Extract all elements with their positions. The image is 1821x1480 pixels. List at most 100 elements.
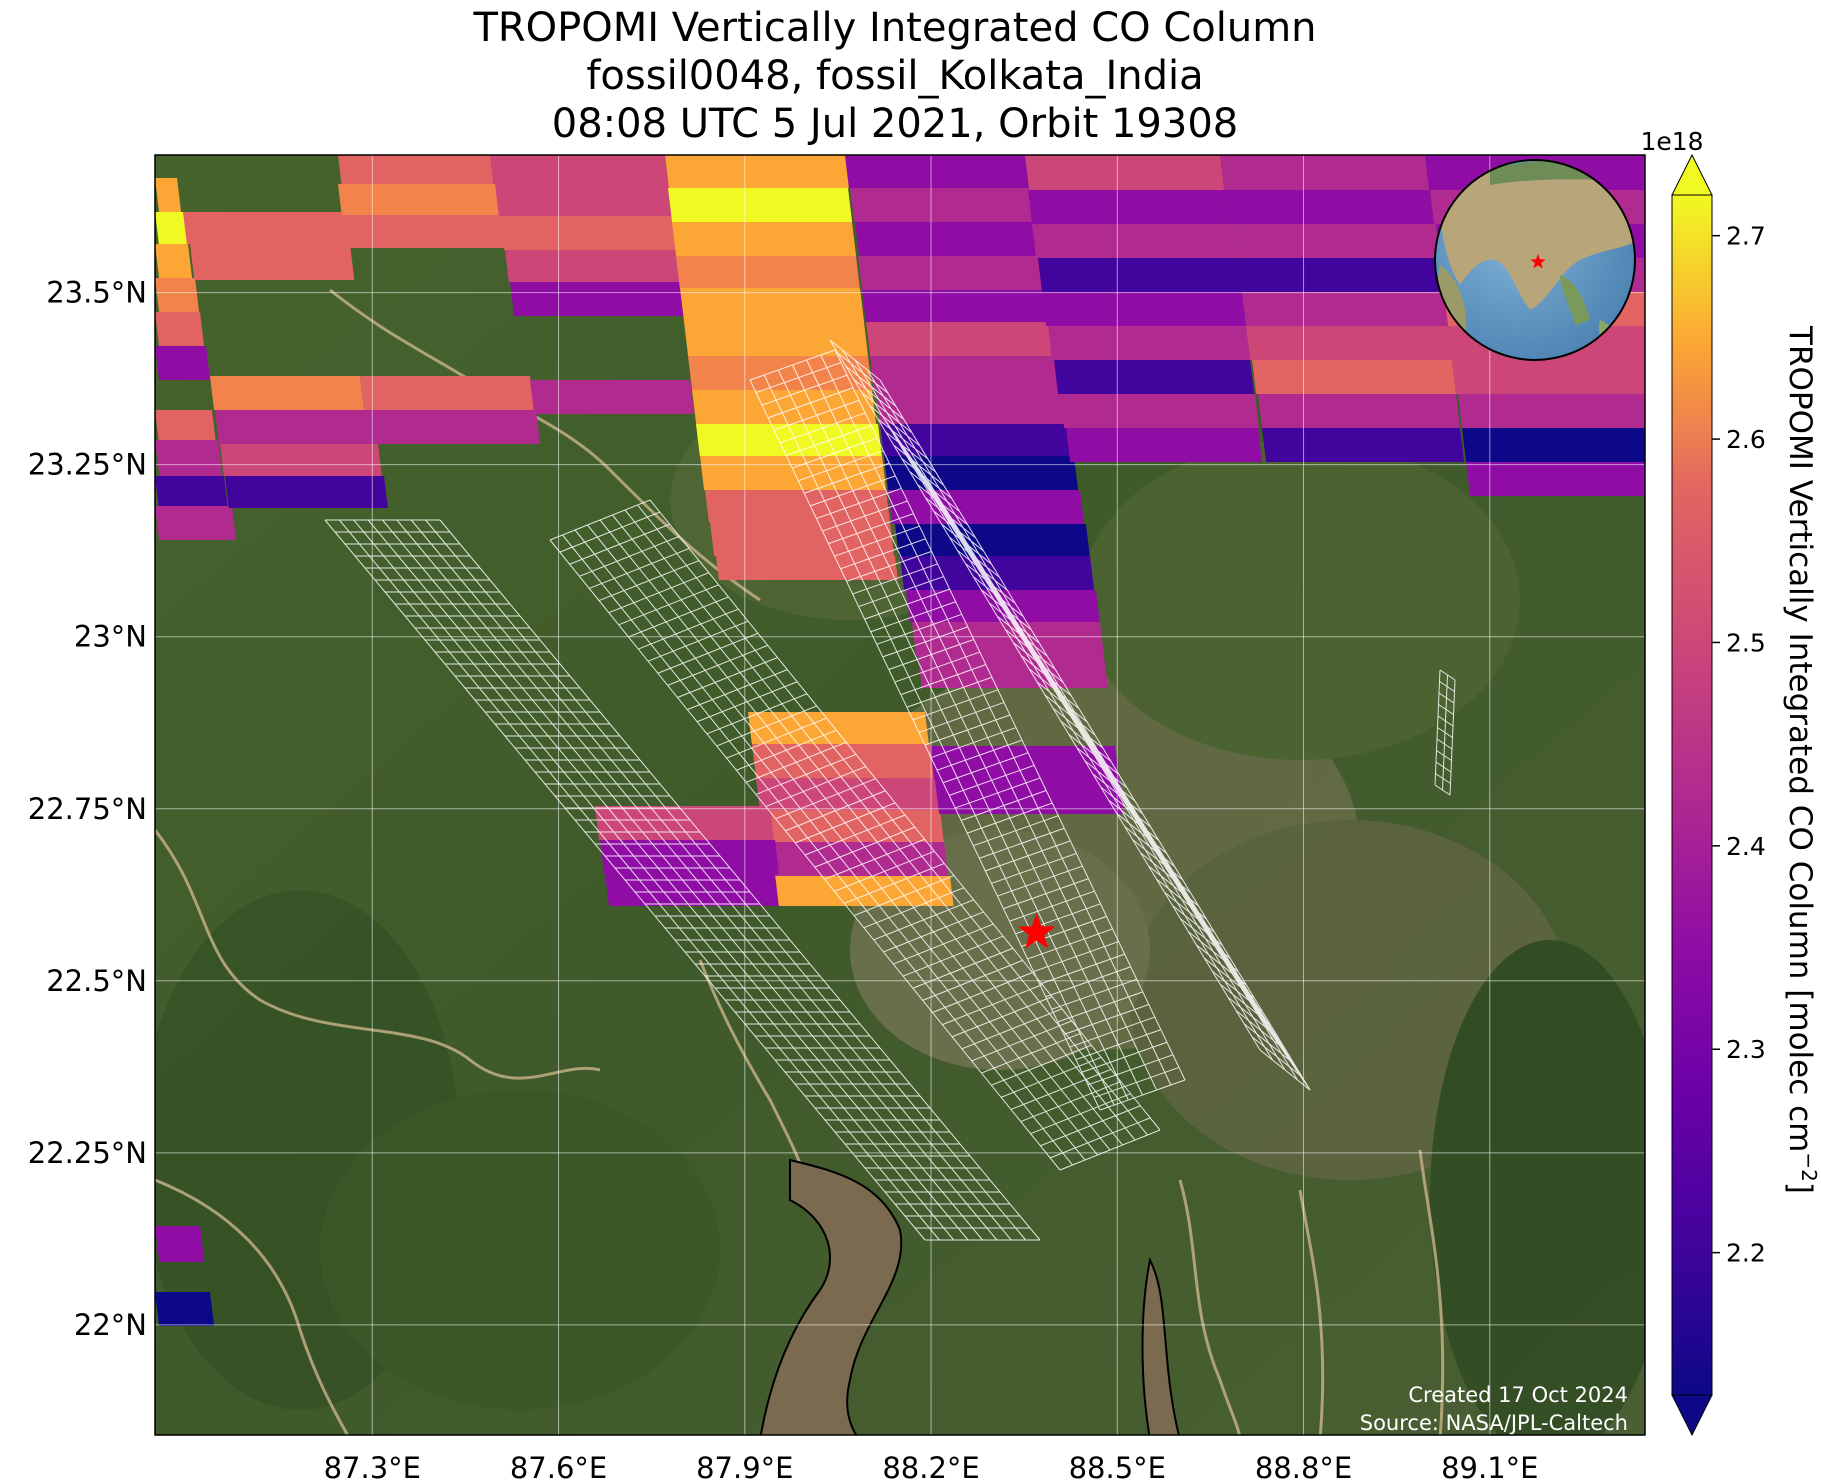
footprint-line xyxy=(1063,1004,1149,1035)
footprint-line xyxy=(1027,647,1084,729)
footprint-line xyxy=(1438,704,1454,715)
co-pixel xyxy=(1054,360,1255,394)
footprint-line xyxy=(883,911,984,953)
footprint-line xyxy=(822,500,908,532)
map-title: TROPOMI Vertically Integrated CO Column … xyxy=(150,4,1640,148)
co-pixel xyxy=(1048,326,1251,360)
footprint-line xyxy=(1077,728,1134,809)
colorbar-tick-label: 2.7 xyxy=(1726,222,1766,251)
footprint-line xyxy=(1019,634,1075,715)
footprint-line xyxy=(948,764,1035,796)
footprint-line xyxy=(1212,942,1269,1024)
co-pixel xyxy=(155,278,200,312)
footprint-line xyxy=(1100,786,1152,828)
footprint-line xyxy=(864,588,950,620)
co-pixel xyxy=(1038,258,1243,292)
footprint-line xyxy=(657,632,759,674)
footprint-line xyxy=(997,865,1083,897)
inset-globe-icon xyxy=(1434,159,1636,361)
footprint-line xyxy=(967,802,1053,834)
footprint-line xyxy=(902,935,1004,977)
lat-tick-label: 22.75°N xyxy=(28,792,147,826)
co-pixel xyxy=(756,778,939,810)
footprint-line xyxy=(1438,692,1455,704)
footprint-line xyxy=(1035,661,1092,742)
footprint-line xyxy=(930,727,1017,759)
footprint-line xyxy=(892,433,949,514)
co-pixel xyxy=(1028,190,1230,224)
co-pixel xyxy=(760,810,944,842)
co-pixel xyxy=(190,244,355,280)
footprint-line xyxy=(761,374,848,406)
co-pixel xyxy=(215,410,375,444)
footprint-line xyxy=(1439,669,1456,681)
footprint-line xyxy=(810,475,896,507)
lon-tick-label: 88.8°E xyxy=(1255,1451,1352,1480)
co-pixel xyxy=(665,155,849,188)
footprint-line xyxy=(559,511,660,553)
footprint-line xyxy=(1020,1081,1121,1123)
map-area[interactable]: Created 17 Oct 2024 Source: NASA/JPL-Cal… xyxy=(140,155,1670,1460)
footprint-line xyxy=(1021,915,1107,947)
co-pixel xyxy=(155,506,237,540)
lon-tick-label: 87.6°E xyxy=(510,1451,607,1480)
co-pixel xyxy=(1232,224,1441,258)
footprint-line xyxy=(951,526,1008,608)
co-pixel xyxy=(716,556,898,580)
footprint-line xyxy=(924,714,1011,746)
footprint-line xyxy=(1010,620,1067,702)
footprint-line xyxy=(1000,1056,1102,1098)
footprint-line xyxy=(985,580,1042,662)
footprint-line xyxy=(1437,715,1454,727)
footprint-line xyxy=(863,887,965,929)
co-pixel xyxy=(692,390,877,424)
co-pixel xyxy=(862,290,1049,322)
footprint-line xyxy=(885,431,937,473)
co-pixel xyxy=(684,322,869,356)
footprint-line xyxy=(926,486,983,568)
footprint-line xyxy=(569,523,670,565)
footprint-line xyxy=(696,681,798,723)
co-pixel xyxy=(1220,155,1430,190)
footprint-line xyxy=(786,425,872,456)
footprint-line xyxy=(1052,687,1109,769)
title-line-1: TROPOMI Vertically Integrated CO Column xyxy=(473,5,1317,51)
footprint-line xyxy=(1099,1079,1186,1111)
footprint-line xyxy=(589,547,690,589)
footprint-outlines xyxy=(324,339,1456,1241)
co-pixel xyxy=(1066,428,1263,462)
co-pixel xyxy=(338,184,504,215)
footprint-line xyxy=(1435,761,1452,773)
footprint-line xyxy=(773,399,860,431)
footprint-line xyxy=(893,923,994,965)
co-pixel xyxy=(155,346,211,380)
footprint-line xyxy=(1081,1041,1168,1073)
footprint-line xyxy=(1030,1093,1131,1135)
footprint-line xyxy=(667,644,768,686)
gridlines xyxy=(155,155,1645,1435)
co-pixel xyxy=(605,874,779,906)
co-pixel xyxy=(155,440,223,476)
co-pixel xyxy=(368,410,541,444)
footprint-line xyxy=(647,620,749,662)
footprint-line xyxy=(795,802,896,844)
co-pixel xyxy=(338,215,509,248)
footprint-line xyxy=(749,349,836,381)
footprint-line xyxy=(977,567,1033,648)
co-pixel xyxy=(495,184,674,216)
co-pixel xyxy=(710,522,895,556)
footprint-line xyxy=(901,446,958,528)
footprint-line xyxy=(1170,875,1227,957)
footprint-line xyxy=(755,753,857,795)
lon-tick-label: 88.2°E xyxy=(882,1451,979,1480)
footprint-line xyxy=(792,437,878,469)
footprint-line xyxy=(1128,808,1185,890)
co-pixel xyxy=(338,155,494,184)
co-pixel xyxy=(155,410,216,440)
footprint-line xyxy=(736,729,837,771)
footprint-line xyxy=(1145,835,1202,916)
co-pixel xyxy=(680,288,865,322)
target-location-star-icon xyxy=(1018,913,1056,949)
co-pixel xyxy=(155,1292,215,1326)
